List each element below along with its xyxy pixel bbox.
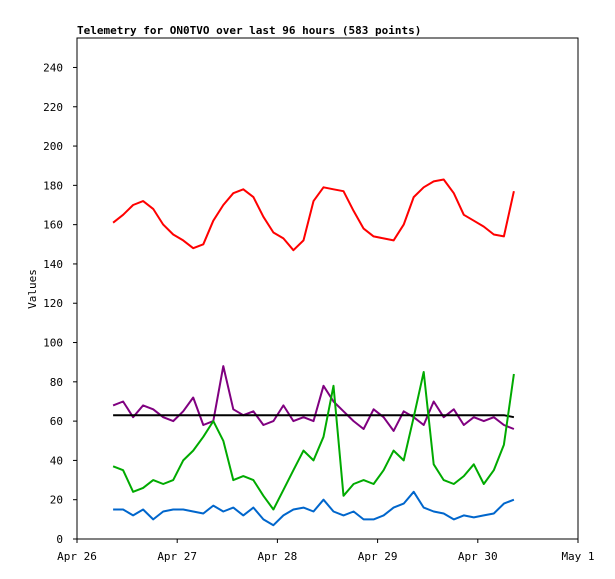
series-line: [112, 178, 515, 252]
plot-frame: [76, 37, 579, 540]
x-tick-label: May 1: [561, 550, 594, 563]
x-tick-label: Apr 26: [57, 550, 97, 563]
y-tick-label: 220: [43, 101, 63, 114]
x-tick-label: Apr 30: [458, 550, 498, 563]
y-tick-label: 100: [43, 337, 63, 350]
chart-title: Telemetry for ON0TVO over last 96 hours …: [77, 24, 421, 37]
y-tick-label: 0: [56, 533, 63, 546]
x-tick-label: Apr 27: [157, 550, 197, 563]
series-line: [113, 414, 515, 419]
y-tick-label: 20: [50, 494, 63, 507]
y-tick-label: 60: [50, 415, 63, 428]
y-tick-label: 200: [43, 140, 63, 153]
x-tick-label: Apr 28: [258, 550, 298, 563]
y-tick-label: 120: [43, 297, 63, 310]
y-tick-label: 160: [43, 219, 63, 232]
y-tick-label: 240: [43, 61, 63, 74]
y-axis-label: Values: [26, 269, 39, 309]
y-tick-label: 80: [50, 376, 63, 389]
y-tick-label: 40: [50, 454, 63, 467]
series-line: [112, 371, 515, 511]
y-tick-label: 180: [43, 179, 63, 192]
x-tick-label: Apr 29: [358, 550, 398, 563]
y-tick-label: 140: [43, 258, 63, 271]
series-line: [113, 490, 515, 527]
